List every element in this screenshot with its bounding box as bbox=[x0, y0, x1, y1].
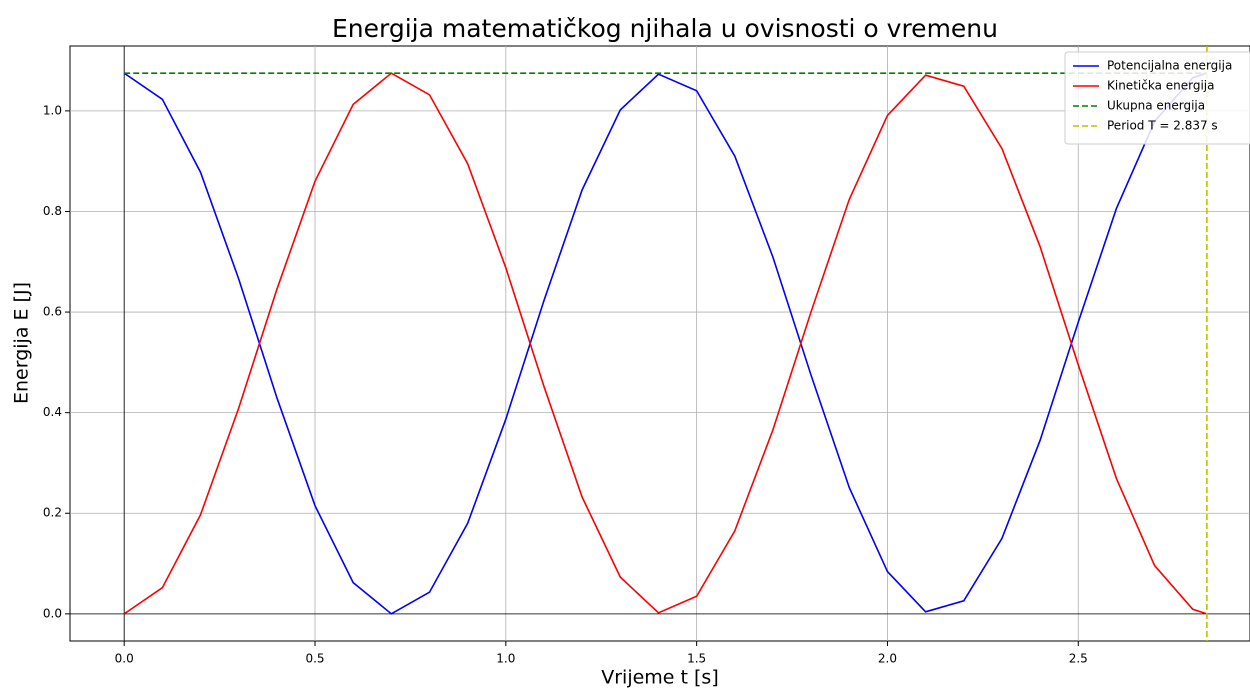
x-tick-label: 1.5 bbox=[687, 652, 706, 666]
legend-label: Ukupna energija bbox=[1107, 99, 1205, 113]
y-tick-label: 0.8 bbox=[43, 204, 62, 218]
x-axis-label: Vrijeme t [s] bbox=[601, 667, 719, 689]
series-line bbox=[123, 72, 1208, 615]
plot-area bbox=[69, 45, 1250, 642]
series-line bbox=[123, 72, 1208, 615]
legend-label: Kinetička energija bbox=[1107, 79, 1214, 93]
y-tick-label: 0.4 bbox=[43, 405, 62, 419]
legend: Potencijalna energija Kinetička energija U… bbox=[1064, 51, 1250, 145]
y-axis-label: Energija E [J] bbox=[11, 282, 33, 404]
legend-label: Potencijalna energija bbox=[1107, 59, 1232, 73]
legend-label: Period T = 2.837 s bbox=[1107, 119, 1218, 133]
y-tick-label: 0.6 bbox=[43, 305, 62, 319]
y-tick-label: 0.2 bbox=[43, 506, 62, 520]
x-tick-label: 2.0 bbox=[878, 652, 897, 666]
legend-box bbox=[1064, 51, 1250, 145]
y-tick-label: 0.0 bbox=[43, 606, 62, 620]
chart-title: Energija matematičkog njihala u ovisnost… bbox=[332, 14, 998, 43]
x-tick-label: 0.0 bbox=[115, 652, 134, 666]
y-tick-label: 1.0 bbox=[43, 103, 62, 117]
x-tick-label: 0.5 bbox=[305, 652, 324, 666]
x-tick-label: 2.5 bbox=[1069, 652, 1088, 666]
x-tick-label: 1.0 bbox=[496, 652, 515, 666]
